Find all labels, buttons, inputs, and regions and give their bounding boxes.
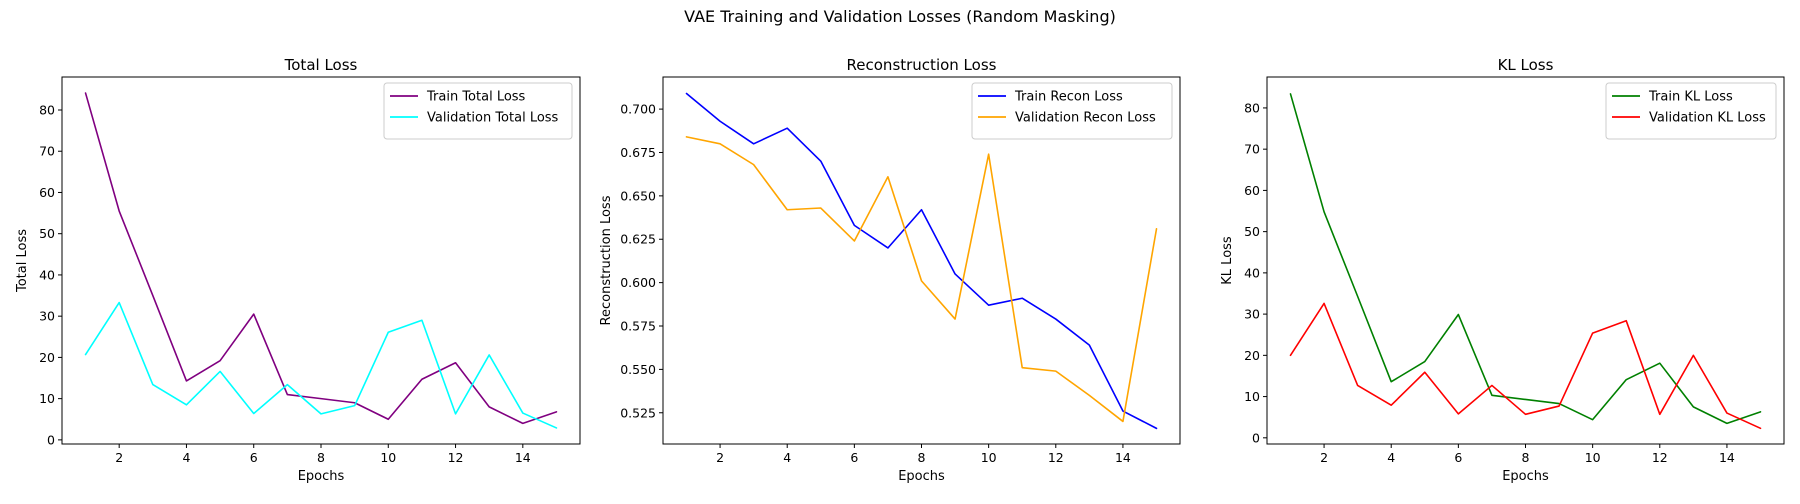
series-line-2 bbox=[84, 301, 558, 429]
y-tick-label: 0.650 bbox=[620, 188, 656, 203]
x-tick-label: 4 bbox=[182, 450, 190, 465]
legend-box bbox=[1605, 82, 1777, 140]
y-tick-label: 30 bbox=[1244, 307, 1260, 322]
y-tick-label: 0.550 bbox=[620, 362, 656, 377]
chart-title: Reconstruction Loss bbox=[847, 56, 997, 74]
legend-box bbox=[383, 82, 573, 140]
chart-title: Total Loss bbox=[284, 56, 358, 74]
y-tick-label: 80 bbox=[39, 102, 55, 117]
legend-label: Validation Total Loss bbox=[427, 111, 559, 126]
x-tick-label: 2 bbox=[1320, 450, 1328, 465]
x-tick-label: 12 bbox=[448, 450, 464, 465]
y-tick-label: 50 bbox=[1244, 224, 1260, 239]
y-tick-label: 40 bbox=[39, 267, 55, 282]
y-tick-label: 60 bbox=[39, 185, 55, 200]
y-tick-label: 0.625 bbox=[620, 232, 656, 247]
x-tick-label: 4 bbox=[1387, 450, 1395, 465]
y-tick-label: 80 bbox=[1244, 100, 1260, 115]
y-tick-label: 0.700 bbox=[620, 102, 656, 117]
x-axis-label: Epochs bbox=[298, 469, 345, 484]
x-tick-label: 10 bbox=[981, 450, 997, 465]
x-tick-label: 14 bbox=[1115, 450, 1131, 465]
x-tick-label: 8 bbox=[317, 450, 325, 465]
y-tick-label: 0.675 bbox=[620, 145, 656, 160]
x-axis-label: Epochs bbox=[898, 469, 945, 484]
y-tick-label: 0 bbox=[47, 432, 55, 447]
y-tick-label: 40 bbox=[1244, 265, 1260, 280]
series-line-1 bbox=[685, 92, 1158, 430]
y-tick-label: 10 bbox=[39, 391, 55, 406]
y-tick-label: 0.600 bbox=[620, 275, 656, 290]
x-tick-label: 14 bbox=[515, 450, 531, 465]
series-line-1 bbox=[1289, 93, 1762, 425]
x-tick-label: 8 bbox=[918, 450, 926, 465]
x-tick-label: 2 bbox=[115, 450, 123, 465]
y-tick-label: 60 bbox=[1244, 183, 1260, 198]
y-axis-label: Total Loss bbox=[15, 229, 30, 293]
x-tick-label: 8 bbox=[1522, 450, 1530, 465]
y-axis-label: Reconstruction Loss bbox=[599, 195, 614, 325]
x-tick-label: 12 bbox=[1048, 450, 1064, 465]
y-tick-label: 20 bbox=[1244, 348, 1260, 363]
chart-title: KL Loss bbox=[1498, 56, 1554, 74]
y-tick-label: 0.575 bbox=[620, 319, 656, 334]
y-tick-label: 30 bbox=[39, 309, 55, 324]
x-tick-label: 10 bbox=[1585, 450, 1601, 465]
chart-panel-1: Total Loss 2 4 6 8 10 12 14 0 10 20 30 40 50 60 70 80 Epo… bbox=[15, 56, 581, 484]
series-line-1 bbox=[84, 92, 558, 425]
legend-label: Train Recon Loss bbox=[1014, 90, 1123, 105]
chart-legend: Train Total Loss Validation Total Loss bbox=[383, 82, 573, 140]
legend-label: Validation KL Loss bbox=[1649, 111, 1766, 126]
chart-panel-2: Reconstruction Loss 2 4 6 8 10 12 14 0.525 0.550 0… bbox=[599, 56, 1181, 484]
y-tick-label: 50 bbox=[39, 226, 55, 241]
chart-legend: Train Recon Loss Validation Recon Loss bbox=[971, 82, 1173, 140]
y-tick-label: 10 bbox=[1244, 389, 1260, 404]
x-tick-label: 6 bbox=[850, 450, 858, 465]
legend-label: Train KL Loss bbox=[1648, 90, 1733, 105]
figure-suptitle: VAE Training and Validation Losses (Rand… bbox=[684, 7, 1116, 26]
x-tick-label: 14 bbox=[1719, 450, 1735, 465]
y-tick-label: 70 bbox=[39, 144, 55, 159]
chart-legend: Train KL Loss Validation KL Loss bbox=[1605, 82, 1777, 140]
chart-panel-3: KL Loss 2 4 6 8 10 12 14 0 10 20 30 40 50 60 70 80 Epochs… bbox=[1220, 56, 1785, 484]
series-line-2 bbox=[685, 136, 1158, 423]
x-tick-label: 6 bbox=[250, 450, 258, 465]
y-tick-label: 0 bbox=[1252, 430, 1260, 445]
x-tick-label: 6 bbox=[1454, 450, 1462, 465]
y-tick-label: 70 bbox=[1244, 142, 1260, 157]
x-axis-label: Epochs bbox=[1502, 469, 1549, 484]
y-tick-label: 0.525 bbox=[620, 405, 656, 420]
legend-box bbox=[971, 82, 1173, 140]
series-line-2 bbox=[1289, 302, 1762, 430]
x-tick-label: 4 bbox=[783, 450, 791, 465]
legend-label: Train Total Loss bbox=[426, 90, 526, 105]
y-axis-label: KL Loss bbox=[1220, 236, 1235, 285]
y-tick-label: 20 bbox=[39, 350, 55, 365]
x-tick-label: 12 bbox=[1652, 450, 1668, 465]
legend-label: Validation Recon Loss bbox=[1015, 111, 1156, 126]
x-tick-label: 2 bbox=[716, 450, 724, 465]
x-tick-label: 10 bbox=[380, 450, 396, 465]
